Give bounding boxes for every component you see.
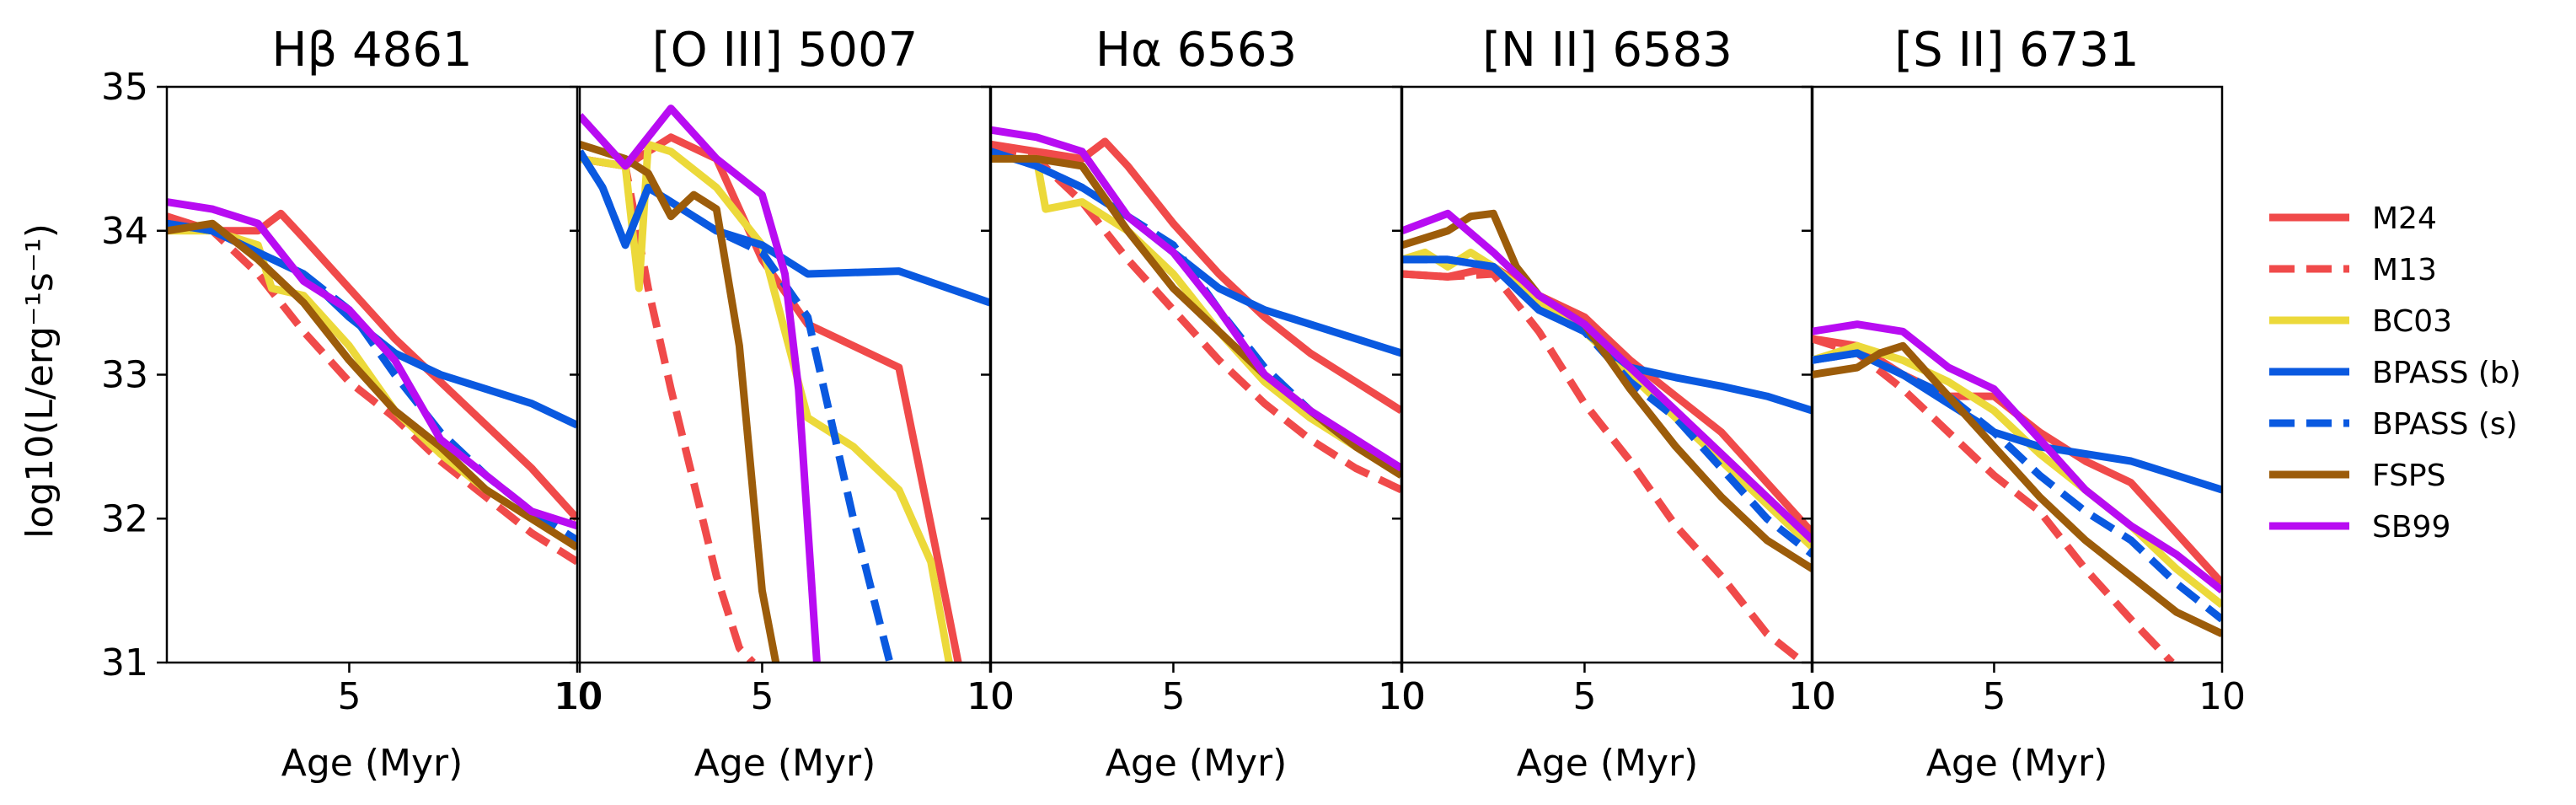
panel-title: Hβ 4861 [271,23,472,78]
series-line-fsps [580,141,780,663]
series-line-bpass-s [1402,255,1813,558]
series-line-bpass-s [1812,349,2222,623]
panel-frame [1810,85,2224,664]
x-tick-label: 10 [1378,675,1425,718]
panel-title: Hα 6563 [1095,23,1297,78]
x-tick-label: 10 [1789,675,1836,718]
series-line-bpass-b [167,219,577,429]
panel-3: 10 5 10 Hα 6563 Age (Myr) [967,23,1425,785]
x-tick-label: 10 [556,675,603,718]
x-tick-label: 10 [554,675,601,718]
x-tick-label: 5 [750,675,774,718]
legend-item-m13: M13 [2269,253,2437,287]
series-line-bpass-s [580,149,894,663]
legend: M24 M13 BC03 BPASS (b) BPASS (s) FSPS SB99 [2269,201,2521,545]
y-tick-label: 33 [101,354,148,397]
x-axis-label: Age (Myr) [1517,742,1699,785]
panel-5: 10 5 10 [S II] 6731 Age (Myr) [1788,23,2246,785]
y-axis-label: log10(L/erg⁻¹s⁻¹) [19,223,62,539]
x-axis-label: Age (Myr) [694,742,876,785]
x-axis-label: Age (Myr) [1926,742,2108,785]
series-group [1402,209,1813,663]
x-axis-label: Age (Myr) [1106,742,1288,785]
series-line-sb99 [580,105,821,663]
x-tick-label: 5 [1572,675,1596,718]
series-line-m13 [580,154,756,663]
legend-label: FSPS [2372,459,2446,493]
x-tick-label: 10 [2198,675,2246,718]
series-line-bpass-b [1812,349,2222,494]
series-group [1812,320,2222,663]
series-line-m24 [167,209,577,522]
legend-label: BPASS (b) [2372,356,2521,390]
legend-item-sb99: SB99 [2269,510,2450,545]
plot-layer: 31 32 33 34 35 5 10 Hβ 4861 Age (Myr) 10 5 10 [O III… [101,23,2246,785]
series-line-m13 [167,219,577,566]
series-line-m24 [1402,262,1813,536]
x-tick-label: 5 [1982,675,2006,718]
legend-item-m24: M24 [2269,201,2437,236]
series-line-sb99 [1812,320,2222,594]
series-group [991,126,1401,494]
series-line-m13 [1402,270,1806,663]
x-tick-label: 10 [967,675,1014,718]
series-line-sb99 [991,126,1401,472]
panel-frame [1400,85,1814,664]
panel-1: 31 32 33 34 35 5 10 Hβ 4861 Age (Myr) [101,23,601,785]
series-group [580,105,990,663]
legend-label: BC03 [2372,304,2452,339]
x-axis-label: Age (Myr) [281,742,463,785]
legend-item-bc03: BC03 [2269,304,2452,339]
panel-title: [S II] 6731 [1894,23,2139,78]
x-tick-label: 10 [1788,675,1835,718]
series-line-bc03 [1402,248,1813,550]
legend-label: SB99 [2372,510,2450,545]
panel-2: 10 5 10 [O III] 5007 Age (Myr) [556,23,1014,785]
y-tick-label: 35 [101,66,148,109]
series-line-bpass-b [580,149,990,307]
x-tick-label: 10 [967,675,1015,718]
x-tick-label: 5 [337,675,361,718]
series-line-m24 [991,137,1401,415]
panel-title: [O III] 5007 [652,23,918,78]
x-tick-label: 5 [1161,675,1185,718]
legend-item-bpass-b: BPASS (b) [2269,356,2521,390]
series-line-sb99 [1402,209,1813,544]
series-line-fsps [1812,341,2222,637]
legend-label: M24 [2372,201,2437,236]
y-tick-label: 32 [101,497,148,540]
y-tick-label: 34 [101,210,148,253]
series-line-sb99 [167,198,577,530]
series-group [167,198,577,566]
panel-4: 10 5 10 [N II] 6583 Age (Myr) [1379,23,1836,785]
legend-label: BPASS (s) [2372,407,2518,442]
series-line-fsps [167,219,577,551]
y-tick-label: 31 [101,641,148,684]
legend-label: M13 [2372,253,2437,287]
legend-item-bpass-s: BPASS (s) [2269,407,2518,442]
legend-item-fsps: FSPS [2269,459,2446,493]
series-line-bc03 [580,140,953,663]
x-tick-label: 10 [1379,675,1426,718]
panel-title: [N II] 6583 [1482,23,1733,78]
series-line-m13 [1812,335,2175,663]
series-line-bpass-b [991,148,1401,357]
